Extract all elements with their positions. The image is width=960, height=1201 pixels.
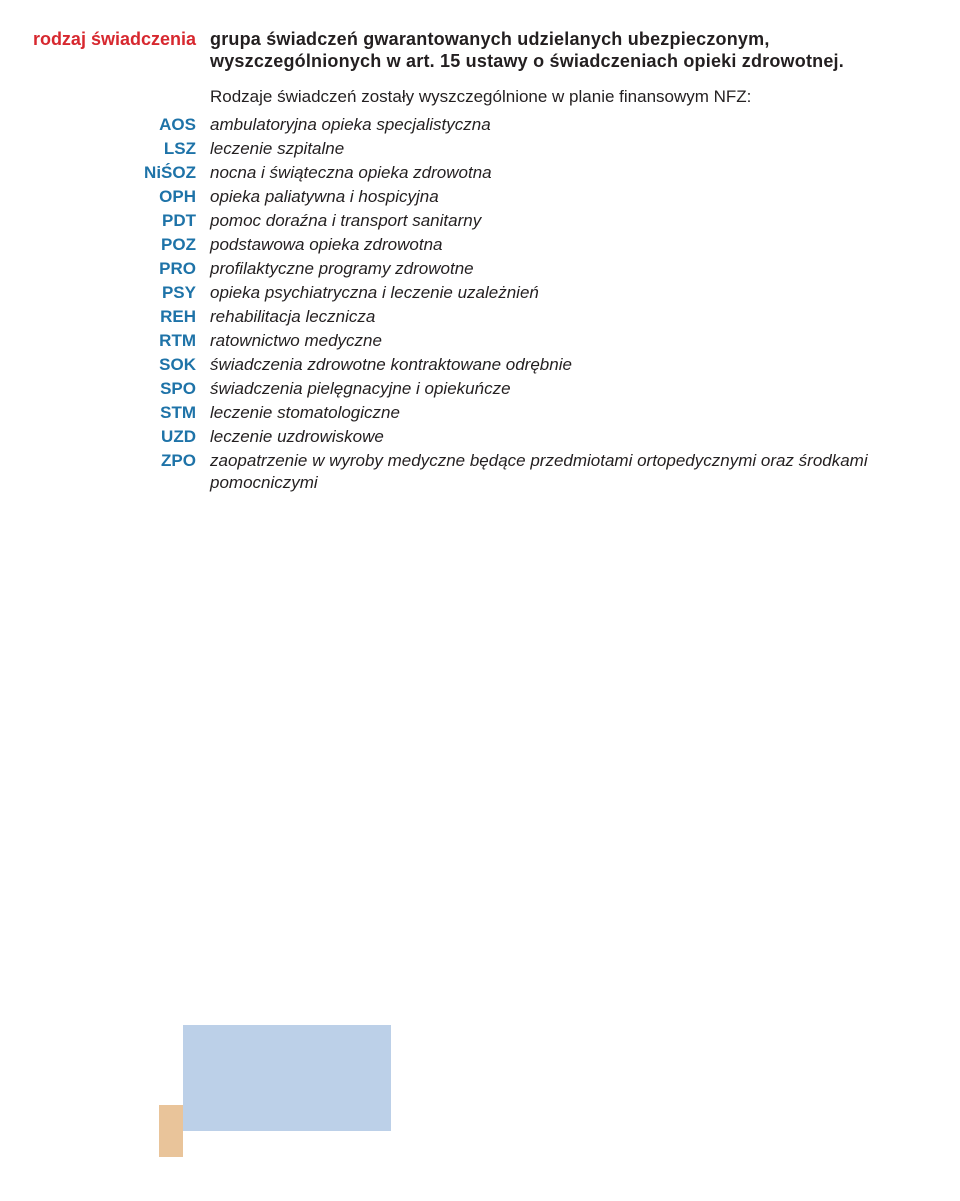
heading-description: grupa świadczeń gwarantowanych udzielany… (210, 28, 934, 72)
code-row: AOSambulatoryjna opieka specjalistyczna (20, 114, 940, 136)
code-text: ambulatoryjna opieka specjalistyczna (210, 114, 940, 136)
code-text: podstawowa opieka zdrowotna (210, 234, 940, 256)
code-row: ZPOzaopatrzenie w wyroby medyczne będące… (20, 450, 940, 494)
code-row: PROprofilaktyczne programy zdrowotne (20, 258, 940, 280)
code-text: leczenie stomatologiczne (210, 402, 940, 424)
code-text: ratownictwo medyczne (210, 330, 940, 352)
code-row: REHrehabilitacja lecznicza (20, 306, 940, 328)
code-text: profilaktyczne programy zdrowotne (210, 258, 940, 280)
code-row: STMleczenie stomatologiczne (20, 402, 940, 424)
code-abbr: PDT (20, 210, 210, 232)
page: rodzaj świadczenia grupa świadczeń gwara… (0, 0, 960, 1201)
code-row: POZpodstawowa opieka zdrowotna (20, 234, 940, 256)
code-row: LSZleczenie szpitalne (20, 138, 940, 160)
code-row: NiŚOZnocna i świąteczna opieka zdrowotna (20, 162, 940, 184)
decor-big-rect (183, 1025, 391, 1131)
code-text: opieka psychiatryczna i leczenie uzależn… (210, 282, 940, 304)
code-row: OPHopieka paliatywna i hospicyjna (20, 186, 940, 208)
code-abbr: NiŚOZ (20, 162, 210, 184)
code-text: leczenie szpitalne (210, 138, 940, 160)
code-abbr: ZPO (20, 450, 210, 472)
code-text: pomoc doraźna i transport sanitarny (210, 210, 940, 232)
code-text: rehabilitacja lecznicza (210, 306, 940, 328)
code-abbr: SPO (20, 378, 210, 400)
code-text: świadczenia zdrowotne kontraktowane odrę… (210, 354, 940, 376)
code-abbr: OPH (20, 186, 210, 208)
code-text: nocna i świąteczna opieka zdrowotna (210, 162, 940, 184)
code-abbr: UZD (20, 426, 210, 448)
code-abbr: LSZ (20, 138, 210, 160)
code-row: PSYopieka psychiatryczna i leczenie uzal… (20, 282, 940, 304)
codes-list: AOSambulatoryjna opieka specjalistycznaL… (20, 114, 940, 494)
code-abbr: POZ (20, 234, 210, 256)
code-text: leczenie uzdrowiskowe (210, 426, 940, 448)
code-abbr: PRO (20, 258, 210, 280)
code-text: świadczenia pielęgnacyjne i opiekuńcze (210, 378, 940, 400)
heading-label-col: rodzaj świadczenia (20, 28, 210, 50)
code-row: RTMratownictwo medyczne (20, 330, 940, 352)
heading-sub: Rodzaje świadczeń zostały wyszczególnion… (210, 86, 934, 108)
code-abbr: AOS (20, 114, 210, 136)
decor-small-rect (159, 1105, 183, 1157)
code-text: zaopatrzenie w wyroby medyczne będące pr… (210, 450, 940, 494)
heading-content-col: grupa świadczeń gwarantowanych udzielany… (210, 28, 940, 108)
heading-label: rodzaj świadczenia (33, 29, 196, 49)
code-abbr: STM (20, 402, 210, 424)
code-row: PDTpomoc doraźna i transport sanitarny (20, 210, 940, 232)
code-abbr: RTM (20, 330, 210, 352)
heading-row: rodzaj świadczenia grupa świadczeń gwara… (20, 28, 940, 108)
code-text: opieka paliatywna i hospicyjna (210, 186, 940, 208)
code-row: SOKświadczenia zdrowotne kontraktowane o… (20, 354, 940, 376)
code-row: SPOświadczenia pielęgnacyjne i opiekuńcz… (20, 378, 940, 400)
code-abbr: REH (20, 306, 210, 328)
code-row: UZDleczenie uzdrowiskowe (20, 426, 940, 448)
code-abbr: SOK (20, 354, 210, 376)
code-abbr: PSY (20, 282, 210, 304)
